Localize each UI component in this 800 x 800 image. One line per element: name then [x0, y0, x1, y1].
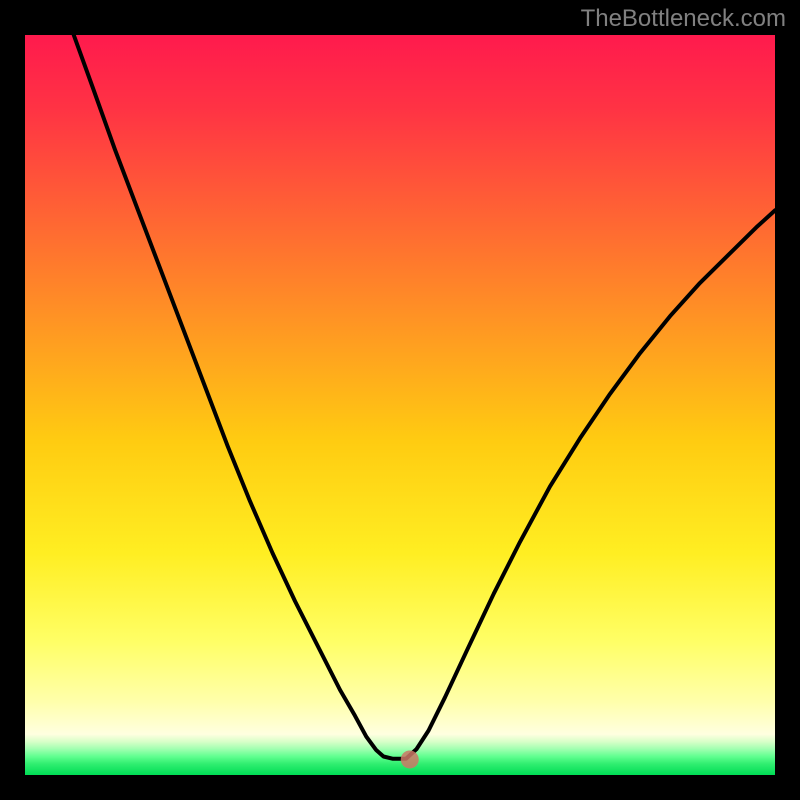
chart-container: TheBottleneck.com: [0, 0, 800, 800]
optimal-point-marker: [401, 750, 419, 768]
chart-curve-layer: [25, 35, 775, 775]
attribution-text: TheBottleneck.com: [581, 5, 786, 33]
bottleneck-curve: [74, 35, 775, 759]
